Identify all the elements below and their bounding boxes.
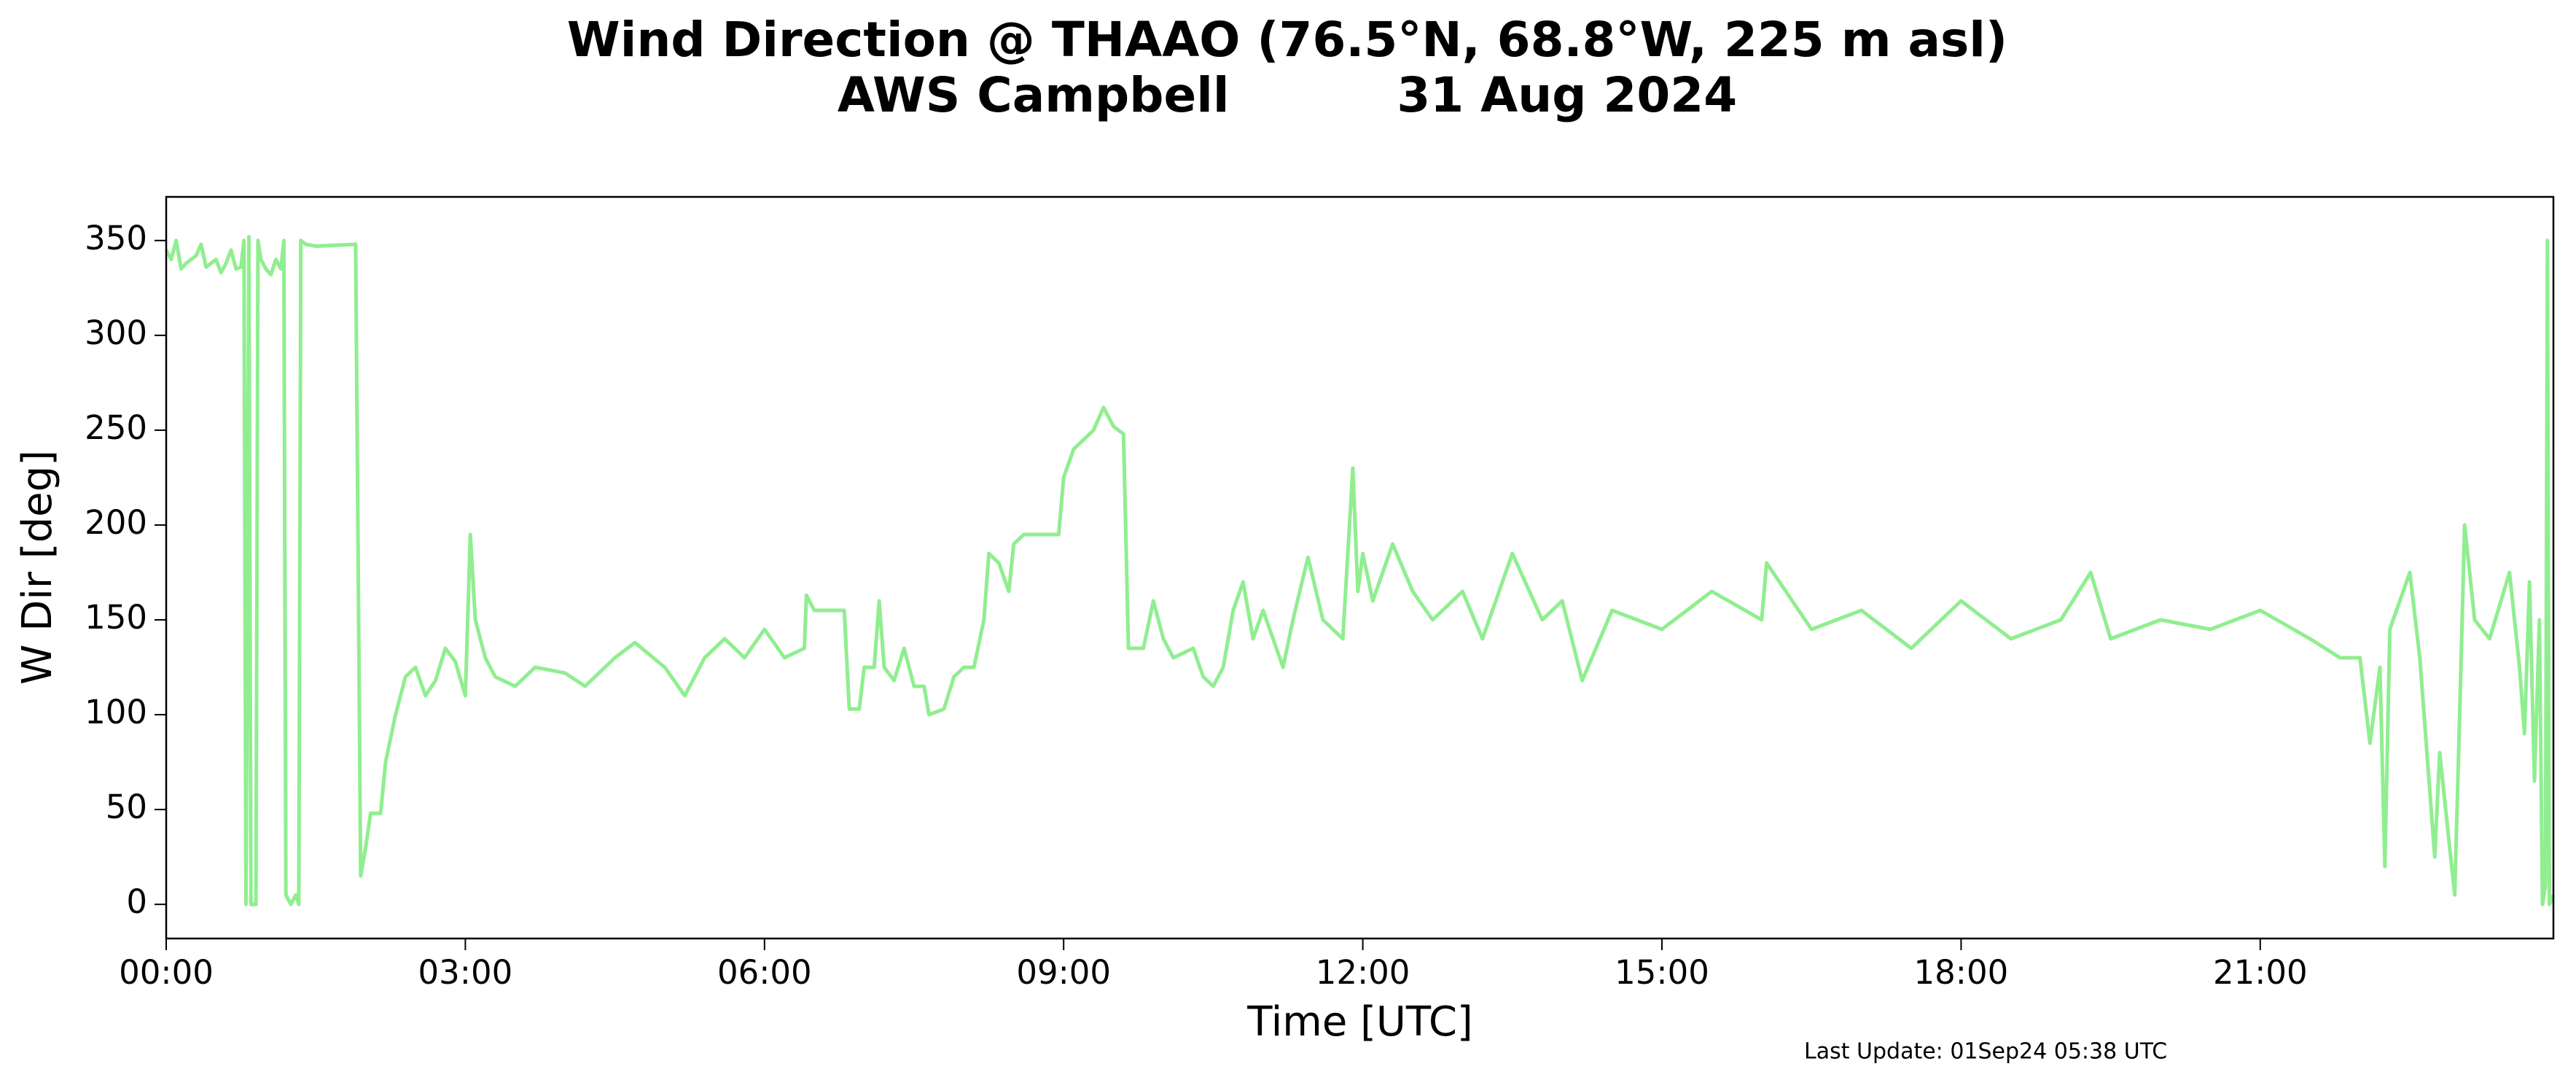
y-tick-label: 50 [106, 788, 147, 826]
chart-subtitle: AWS Campbell 31 Aug 2024 [838, 67, 1737, 123]
y-tick-label: 150 [85, 598, 147, 637]
x-tick-label: 12:00 [1316, 953, 1410, 992]
x-tick-label: 06:00 [717, 953, 812, 992]
plot-frame [165, 195, 2555, 940]
x-tick-label: 03:00 [418, 953, 513, 992]
x-axis-label: Time [UTC] [1246, 998, 1473, 1046]
y-tick-label: 300 [85, 314, 147, 352]
x-tick-label: 21:00 [2213, 953, 2308, 992]
chart-title: Wind Direction @ THAAO (76.5°N, 68.8°W, … [567, 12, 2007, 68]
data-line [164, 235, 2556, 906]
y-tick-label: 350 [85, 219, 147, 257]
y-tick-label: 200 [85, 503, 147, 542]
y-tick-label: 0 [126, 882, 147, 921]
y-axis-label: W Dir [deg] [14, 450, 61, 685]
y-tick-label: 250 [85, 408, 147, 447]
x-tick-label: 15:00 [1615, 953, 1709, 992]
x-tick-label: 00:00 [119, 953, 214, 992]
x-tick-label: 09:00 [1016, 953, 1111, 992]
last-update: Last Update: 01Sep24 05:38 UTC [1804, 1039, 2167, 1065]
x-tick-label: 18:00 [1914, 953, 2009, 992]
y-tick-label: 100 [85, 693, 147, 731]
